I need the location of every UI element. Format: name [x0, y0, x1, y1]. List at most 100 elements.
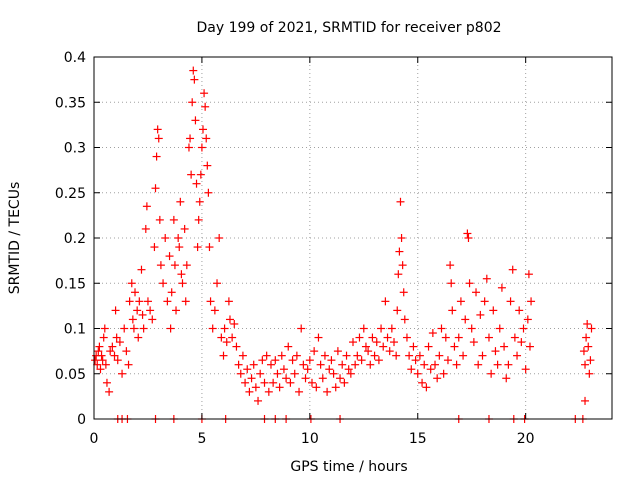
data-point — [166, 324, 175, 333]
x-tick-label: 0 — [90, 431, 99, 447]
data-point — [467, 324, 476, 333]
data-point — [517, 338, 526, 347]
data-point — [201, 102, 210, 111]
data-point — [441, 333, 450, 342]
data-point — [513, 351, 522, 360]
data-point — [587, 324, 596, 333]
data-point — [310, 347, 319, 356]
data-point — [443, 356, 452, 365]
data-point — [282, 374, 291, 383]
data-point — [271, 356, 280, 365]
data-point — [95, 342, 104, 351]
data-point — [260, 378, 269, 387]
data-point — [286, 378, 295, 387]
grid-lines — [94, 57, 612, 419]
data-point — [198, 125, 207, 134]
data-point — [186, 134, 195, 143]
data-point — [197, 143, 206, 152]
data-point — [478, 351, 487, 360]
data-point — [247, 374, 256, 383]
data-point — [491, 347, 500, 356]
data-point — [152, 152, 161, 161]
data-point — [113, 356, 122, 365]
data-point — [94, 347, 103, 356]
x-tick-label: 5 — [197, 431, 206, 447]
data-point — [180, 224, 189, 233]
x-tick-label: 20 — [517, 431, 535, 447]
data-point — [215, 234, 224, 242]
data-point — [383, 333, 392, 342]
data-point — [194, 215, 203, 224]
chart-title: Day 199 of 2021, SRMTID for receiver p80… — [196, 20, 501, 36]
data-point — [329, 369, 338, 378]
data-point — [159, 279, 168, 288]
data-point — [273, 369, 282, 378]
data-point — [582, 333, 591, 342]
data-point — [118, 369, 127, 378]
data-point — [340, 378, 349, 387]
data-point — [413, 369, 422, 378]
data-point — [192, 179, 201, 188]
data-point — [450, 342, 459, 351]
data-point — [100, 324, 109, 333]
data-point — [184, 143, 193, 152]
data-point — [385, 347, 394, 356]
data-point — [241, 378, 250, 387]
data-point — [178, 279, 187, 288]
data-point — [204, 188, 213, 197]
data-point — [523, 315, 532, 324]
data-point — [222, 338, 231, 347]
data-point — [234, 360, 243, 369]
data-point — [342, 351, 351, 360]
data-point — [245, 387, 254, 396]
data-point — [108, 342, 117, 351]
data-point — [456, 297, 465, 306]
data-point — [355, 333, 364, 342]
data-point — [106, 347, 115, 356]
data-point — [129, 324, 138, 333]
data-point — [151, 184, 160, 193]
data-point — [290, 369, 299, 378]
data-point — [177, 270, 186, 279]
data-point — [508, 265, 517, 274]
data-point — [420, 360, 429, 369]
data-point — [148, 315, 157, 324]
data-point — [307, 378, 316, 387]
data-point — [91, 356, 100, 365]
data-point — [200, 89, 209, 98]
data-point — [175, 243, 184, 252]
data-point — [155, 215, 164, 224]
data-point — [331, 383, 340, 392]
data-point — [277, 351, 286, 360]
data-point — [422, 383, 431, 392]
data-point — [206, 297, 215, 306]
data-point — [398, 261, 407, 270]
data-point — [402, 333, 411, 342]
data-point — [122, 347, 131, 356]
data-point — [110, 351, 119, 360]
data-point — [174, 234, 183, 242]
data-point — [327, 356, 336, 365]
data-point — [482, 274, 491, 283]
data-point — [504, 360, 513, 369]
data-point — [346, 369, 355, 378]
data-point — [484, 333, 493, 342]
data-point — [452, 360, 461, 369]
data-point — [370, 351, 379, 360]
y-axis-label: SRMTID / TECUs — [7, 182, 23, 295]
data-point — [138, 310, 147, 319]
data-points — [91, 66, 596, 423]
y-tick-label: 0 — [77, 412, 86, 428]
data-point — [101, 360, 110, 369]
data-point — [167, 288, 176, 297]
data-point — [318, 374, 327, 383]
data-point — [497, 283, 506, 292]
data-point — [584, 342, 593, 351]
data-point — [170, 261, 179, 270]
data-point — [163, 297, 172, 306]
data-point — [377, 324, 386, 333]
data-point — [111, 306, 120, 315]
data-point — [400, 315, 409, 324]
data-point — [230, 319, 239, 328]
data-point — [349, 338, 357, 347]
